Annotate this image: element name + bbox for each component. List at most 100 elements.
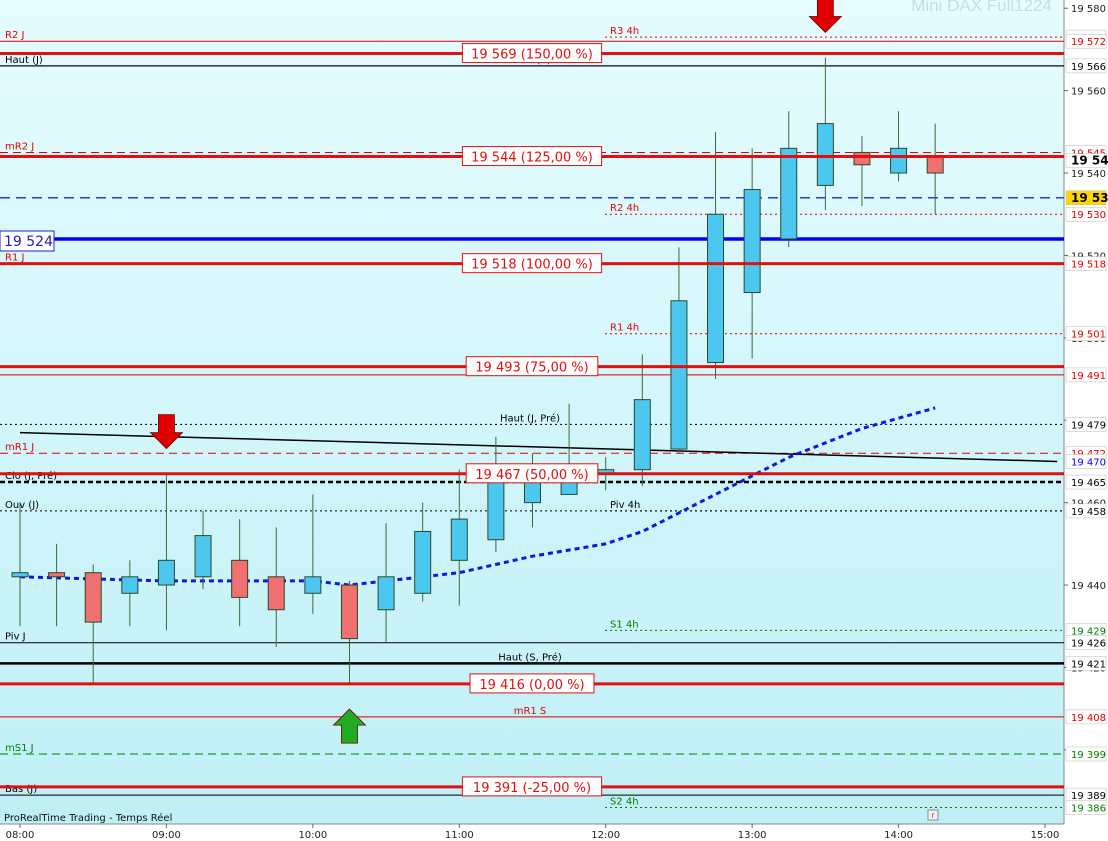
level-label: R3 4h bbox=[610, 26, 639, 37]
level-label: mR1 S bbox=[514, 706, 547, 717]
level-label: R2 4h bbox=[610, 203, 639, 214]
candle-body[interactable] bbox=[11, 572, 29, 578]
price-badge bbox=[1065, 256, 1107, 271]
y-tick-label: 19 440 bbox=[1071, 581, 1106, 592]
candle-body[interactable] bbox=[890, 147, 908, 174]
fib-label-box bbox=[461, 253, 603, 274]
arrow-down-icon bbox=[808, 0, 843, 34]
price-badge bbox=[1065, 206, 1107, 222]
level-label: Bas (J) bbox=[5, 784, 37, 795]
candle-body[interactable] bbox=[743, 189, 761, 294]
level-label: R1 J bbox=[5, 253, 24, 264]
price-badge-label: 19 426 bbox=[1071, 639, 1106, 650]
x-tick-label: 14:00 bbox=[884, 830, 913, 841]
level-label: R1 4h bbox=[610, 323, 639, 334]
level-label: Piv J bbox=[5, 632, 26, 643]
price-badge bbox=[1065, 800, 1107, 815]
fib-label: 19 569 (150,00 %) bbox=[471, 48, 593, 63]
price-badge-label: 19 399 bbox=[1071, 750, 1106, 761]
price-badge-label: 19 465 bbox=[1071, 478, 1106, 489]
fib-label: 19 416 (0,00 %) bbox=[479, 678, 584, 693]
price-badge-label: 19 566 bbox=[1071, 62, 1106, 73]
candle-body[interactable] bbox=[633, 399, 651, 471]
price-badge bbox=[1065, 190, 1107, 206]
x-tick-label: 08:00 bbox=[6, 830, 35, 841]
fib-label-box bbox=[469, 673, 595, 694]
level-label: Ouv (J) bbox=[5, 500, 39, 511]
candle-body[interactable] bbox=[231, 559, 249, 598]
price-badge-label: 19 386 bbox=[1071, 804, 1106, 815]
price-badge-label: 19 429 bbox=[1071, 626, 1106, 637]
level-label: Haut (S, Pré) bbox=[498, 651, 562, 663]
y-tick-label: 19 580 bbox=[1071, 4, 1106, 15]
fib-label-box bbox=[465, 463, 599, 484]
price-badge bbox=[1065, 635, 1107, 650]
price-badge-label: 19 572 bbox=[1071, 37, 1106, 48]
fib-label: 19 467 (50,00 %) bbox=[475, 468, 588, 483]
price-badge-label: 19 389 bbox=[1071, 791, 1106, 802]
x-tick-label: 15:00 bbox=[1031, 830, 1060, 841]
candle-body[interactable] bbox=[450, 518, 468, 561]
candle-body[interactable] bbox=[524, 481, 541, 504]
fib-label: 19 391 (-25,00 %) bbox=[473, 781, 591, 796]
candle-body[interactable] bbox=[121, 576, 139, 594]
candle-body[interactable] bbox=[926, 156, 944, 174]
candle-body[interactable] bbox=[340, 584, 358, 640]
level-label: R2 J bbox=[5, 30, 24, 41]
price-badge-label: 19 530 bbox=[1071, 210, 1106, 221]
level-label: mR1 J bbox=[5, 442, 34, 453]
moving-average-line bbox=[19, 406, 936, 587]
candle-body[interactable] bbox=[304, 576, 322, 594]
fib-label-box bbox=[461, 43, 603, 64]
fib-label-box bbox=[461, 146, 603, 167]
x-tick-label: 10:00 bbox=[298, 830, 327, 841]
price-badge bbox=[1065, 503, 1107, 519]
price-badge-label: 19 491 bbox=[1071, 371, 1106, 382]
price-badge-label: 19 408 bbox=[1071, 713, 1106, 724]
level-label: mR2 J bbox=[5, 141, 34, 152]
trendline bbox=[19, 431, 1058, 463]
fib-label-box bbox=[465, 356, 599, 377]
level-label: S2 4h bbox=[610, 797, 639, 808]
candle-body[interactable] bbox=[267, 576, 285, 611]
candle-body[interactable] bbox=[194, 535, 212, 578]
candle-body[interactable] bbox=[707, 213, 725, 364]
price-badge bbox=[1065, 417, 1107, 432]
candle-body[interactable] bbox=[816, 123, 834, 186]
price-badge-label: 19 470 bbox=[1071, 457, 1106, 468]
settings-icon[interactable]: r bbox=[927, 809, 939, 821]
candle-body[interactable] bbox=[414, 530, 432, 594]
price-badge bbox=[1065, 746, 1107, 762]
price-badge-label: 19 518 bbox=[1071, 260, 1106, 271]
candle-body[interactable] bbox=[780, 147, 798, 240]
candle-body[interactable] bbox=[487, 477, 505, 541]
candle-body[interactable] bbox=[853, 151, 871, 166]
x-tick-label: 11:00 bbox=[445, 830, 474, 841]
candle-body[interactable] bbox=[670, 300, 688, 450]
time-axis-background bbox=[0, 824, 1108, 841]
candle-body[interactable] bbox=[157, 559, 175, 586]
price-badge-label: 19 543 bbox=[1071, 154, 1108, 168]
price-badge-label: 19 501 bbox=[1071, 330, 1106, 341]
candle-body[interactable] bbox=[48, 572, 66, 578]
plot-background bbox=[0, 0, 1064, 824]
candle-body[interactable] bbox=[84, 572, 102, 623]
level-label: Haut (J) bbox=[5, 55, 43, 66]
price-badge-label: 19 458 bbox=[1071, 507, 1106, 518]
level-label: Piv 4h bbox=[610, 500, 640, 511]
level-label: mS1 J bbox=[5, 743, 34, 754]
price-badge bbox=[1065, 367, 1107, 383]
x-tick-label: 13:00 bbox=[738, 830, 767, 841]
blue-level-value: 19 524 bbox=[4, 234, 53, 250]
price-badge bbox=[1065, 58, 1107, 74]
price-badge-label: 19 421 bbox=[1071, 659, 1106, 670]
x-tick-label: 09:00 bbox=[152, 830, 181, 841]
level-label: Clo (J, Pré) bbox=[5, 470, 57, 482]
price-badge bbox=[1065, 474, 1107, 490]
fib-label: 19 493 (75,00 %) bbox=[475, 361, 588, 376]
x-tick-label: 12:00 bbox=[591, 830, 620, 841]
price-badge-label: 19 534 bbox=[1071, 191, 1108, 205]
candle-body[interactable] bbox=[377, 576, 395, 611]
price-badge bbox=[1065, 709, 1107, 725]
